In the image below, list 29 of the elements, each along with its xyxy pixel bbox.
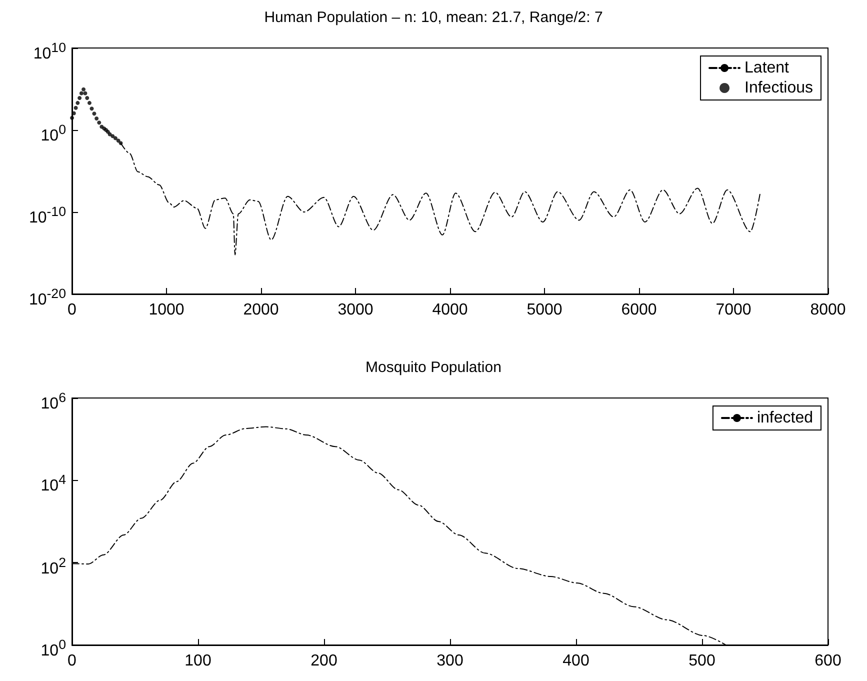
x-tick-label: 0 — [68, 302, 77, 318]
legend-label: Latent — [744, 60, 790, 76]
y-tick-label: 10$^{4}$ — [40, 471, 66, 497]
x-tick-label: 500 — [688, 652, 716, 670]
x-tick-label: 300 — [436, 652, 464, 670]
x-tick-label: 5000 — [526, 302, 562, 318]
y-tick-label: 10$^{-20}$ — [28, 285, 66, 310]
x-tick-label: 8000 — [810, 302, 846, 318]
x-tick-label: 100 — [184, 652, 212, 670]
chart-title: Human Population – n: 10, mean: 21.7, Range/2: 7 — [264, 9, 603, 26]
y-tick-label: 10$^{6}$ — [40, 389, 66, 414]
y-tick-label: 10$^{0}$ — [40, 636, 66, 662]
x-tick-label: 7000 — [716, 302, 752, 318]
legend-label: infected — [756, 410, 814, 426]
y-tick-label: 10$^{-10}$ — [28, 203, 66, 228]
y-tick-label: 10$^{2}$ — [40, 554, 66, 579]
x-tick-label: 4000 — [432, 302, 468, 318]
x-tick-label: 2000 — [243, 302, 279, 318]
x-tick-label: 6000 — [621, 302, 657, 318]
x-tick-label: 400 — [562, 652, 590, 670]
x-tick-label: 3000 — [338, 302, 374, 318]
chart-title: Mosquito Population — [366, 359, 502, 376]
x-tick-label: 1000 — [148, 302, 184, 318]
x-tick-label: 600 — [814, 652, 842, 670]
y-tick-label: 10$^{10}$ — [33, 39, 66, 64]
x-tick-label: 200 — [310, 652, 338, 670]
x-tick-label: 0 — [68, 652, 77, 670]
legend-label: Infectious — [744, 80, 813, 96]
y-tick-label: 10$^{0}$ — [40, 121, 66, 146]
